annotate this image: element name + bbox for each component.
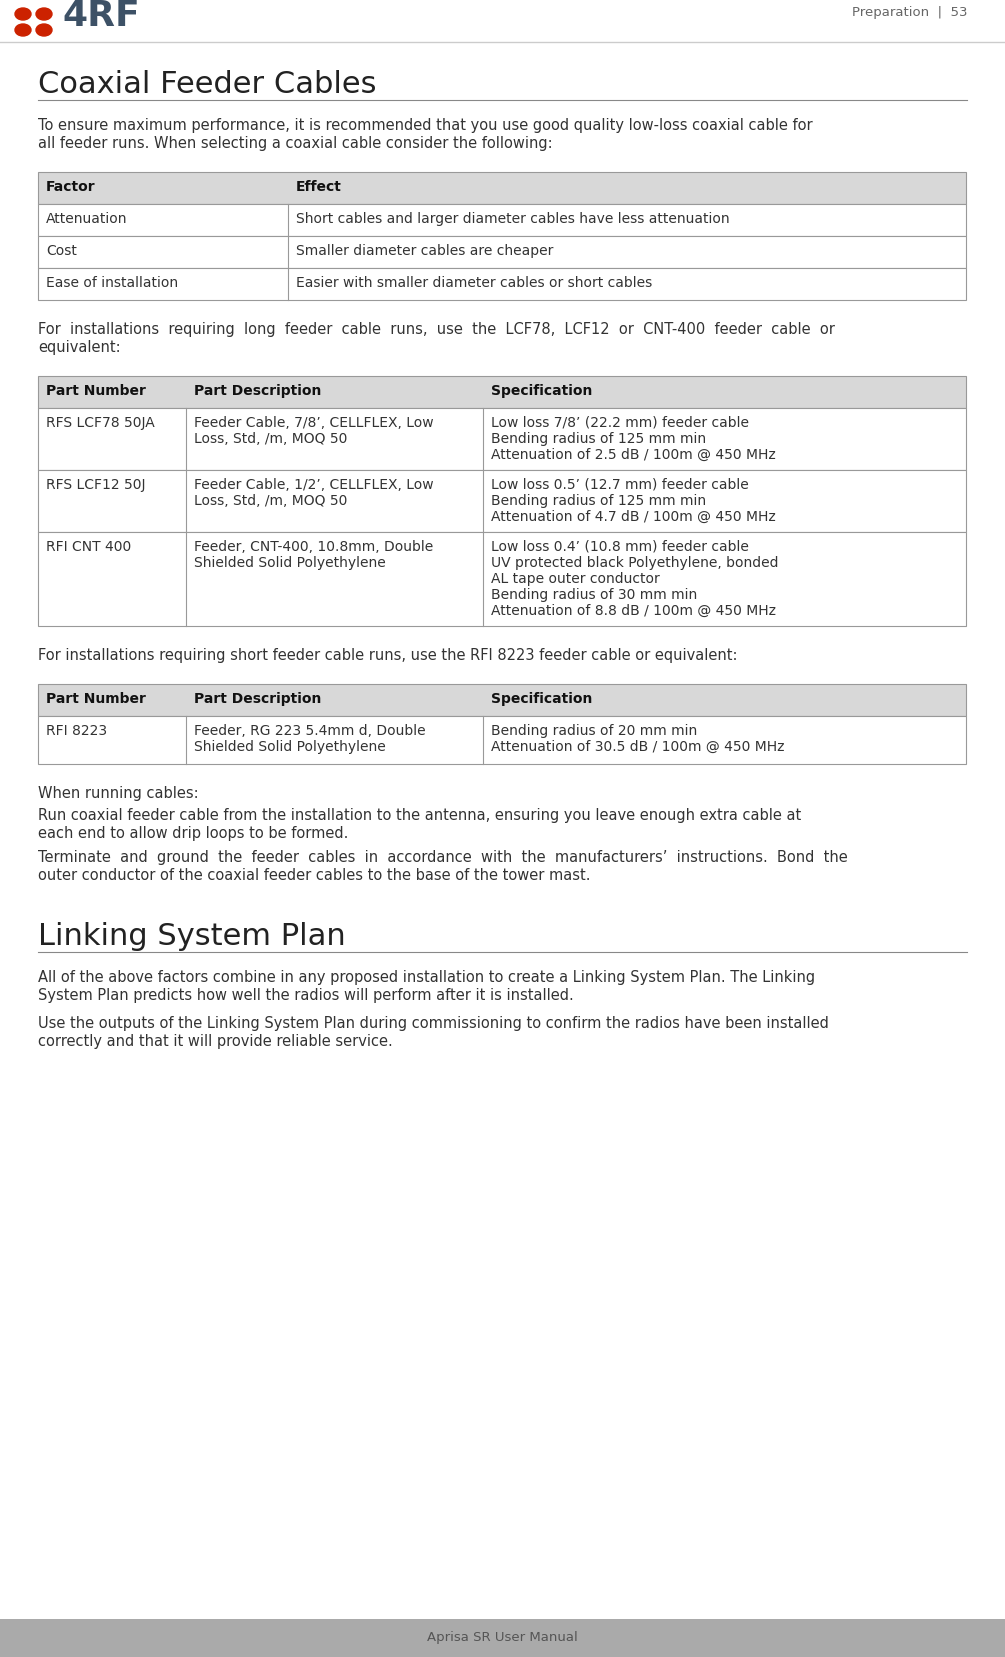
Text: Easier with smaller diameter cables or short cables: Easier with smaller diameter cables or s…: [296, 277, 652, 290]
Text: RFI CNT 400: RFI CNT 400: [46, 540, 132, 553]
Bar: [38, 204, 966, 235]
Text: Feeder Cable, 1/2’, CELLFLEX, Low: Feeder Cable, 1/2’, CELLFLEX, Low: [194, 477, 433, 492]
Text: When running cables:: When running cables:: [38, 785, 199, 800]
Text: Run coaxial feeder cable from the installation to the antenna, ensuring you leav: Run coaxial feeder cable from the instal…: [38, 809, 801, 824]
Bar: [38, 408, 966, 471]
Text: Shielded Solid Polyethylene: Shielded Solid Polyethylene: [194, 741, 386, 754]
Text: Part Number: Part Number: [46, 384, 146, 398]
Text: Use the outputs of the Linking System Plan during commissioning to confirm the r: Use the outputs of the Linking System Pl…: [38, 1016, 829, 1031]
Text: For installations requiring short feeder cable runs, use the RFI 8223 feeder cab: For installations requiring short feeder…: [38, 648, 738, 663]
Text: Short cables and larger diameter cables have less attenuation: Short cables and larger diameter cables …: [296, 212, 730, 225]
Text: Shielded Solid Polyethylene: Shielded Solid Polyethylene: [194, 557, 386, 570]
Text: Ease of installation: Ease of installation: [46, 277, 178, 290]
Bar: [38, 172, 966, 204]
Text: Feeder, RG 223 5.4mm d, Double: Feeder, RG 223 5.4mm d, Double: [194, 724, 426, 737]
Text: Attenuation of 30.5 dB / 100m @ 450 MHz: Attenuation of 30.5 dB / 100m @ 450 MHz: [491, 741, 785, 754]
Text: RFS LCF78 50JA: RFS LCF78 50JA: [46, 416, 155, 431]
Text: RFI 8223: RFI 8223: [46, 724, 108, 737]
Text: All of the above factors combine in any proposed installation to create a Linkin: All of the above factors combine in any …: [38, 969, 815, 984]
Text: For  installations  requiring  long  feeder  cable  runs,  use  the  LCF78,  LCF: For installations requiring long feeder …: [38, 321, 835, 336]
Text: UV protected black Polyethylene, bonded: UV protected black Polyethylene, bonded: [491, 557, 779, 570]
Text: Specification: Specification: [491, 384, 592, 398]
Text: Part Description: Part Description: [194, 384, 322, 398]
Ellipse shape: [15, 23, 31, 36]
Text: Specification: Specification: [491, 693, 592, 706]
Bar: [38, 376, 966, 408]
Bar: [38, 235, 966, 268]
Text: all feeder runs. When selecting a coaxial cable consider the following:: all feeder runs. When selecting a coaxia…: [38, 136, 553, 151]
Bar: [38, 471, 966, 532]
Text: Loss, Std, /m, MOQ 50: Loss, Std, /m, MOQ 50: [194, 432, 348, 446]
Text: Attenuation of 2.5 dB / 100m @ 450 MHz: Attenuation of 2.5 dB / 100m @ 450 MHz: [491, 447, 776, 462]
Text: Attenuation of 8.8 dB / 100m @ 450 MHz: Attenuation of 8.8 dB / 100m @ 450 MHz: [491, 605, 776, 618]
Text: RFS LCF12 50J: RFS LCF12 50J: [46, 477, 146, 492]
Text: System Plan predicts how well the radios will perform after it is installed.: System Plan predicts how well the radios…: [38, 988, 574, 1002]
Ellipse shape: [36, 23, 52, 36]
Text: Bending radius of 30 mm min: Bending radius of 30 mm min: [491, 588, 697, 601]
Text: To ensure maximum performance, it is recommended that you use good quality low-l: To ensure maximum performance, it is rec…: [38, 118, 813, 133]
Text: Feeder, CNT-400, 10.8mm, Double: Feeder, CNT-400, 10.8mm, Double: [194, 540, 433, 553]
Text: Terminate  and  ground  the  feeder  cables  in  accordance  with  the  manufact: Terminate and ground the feeder cables i…: [38, 850, 848, 865]
Text: Part Number: Part Number: [46, 693, 146, 706]
Bar: [0, 1619, 1005, 1657]
Ellipse shape: [36, 8, 52, 20]
Text: Loss, Std, /m, MOQ 50: Loss, Std, /m, MOQ 50: [194, 494, 348, 509]
Text: Factor: Factor: [46, 181, 95, 194]
Text: Low loss 0.5’ (12.7 mm) feeder cable: Low loss 0.5’ (12.7 mm) feeder cable: [491, 477, 749, 492]
Text: AL tape outer conductor: AL tape outer conductor: [491, 572, 659, 587]
Text: equivalent:: equivalent:: [38, 340, 121, 355]
Text: each end to allow drip loops to be formed.: each end to allow drip loops to be forme…: [38, 825, 349, 842]
Text: Smaller diameter cables are cheaper: Smaller diameter cables are cheaper: [296, 244, 554, 258]
Text: Bending radius of 125 mm min: Bending radius of 125 mm min: [491, 432, 707, 446]
Text: Attenuation of 4.7 dB / 100m @ 450 MHz: Attenuation of 4.7 dB / 100m @ 450 MHz: [491, 510, 776, 524]
Text: Bending radius of 20 mm min: Bending radius of 20 mm min: [491, 724, 697, 737]
Text: Low loss 0.4’ (10.8 mm) feeder cable: Low loss 0.4’ (10.8 mm) feeder cable: [491, 540, 749, 553]
Text: Coaxial Feeder Cables: Coaxial Feeder Cables: [38, 70, 377, 99]
Bar: [38, 684, 966, 716]
Text: Preparation  |  53: Preparation | 53: [851, 7, 967, 18]
Text: Feeder Cable, 7/8’, CELLFLEX, Low: Feeder Cable, 7/8’, CELLFLEX, Low: [194, 416, 433, 431]
Text: Bending radius of 125 mm min: Bending radius of 125 mm min: [491, 494, 707, 509]
Bar: [38, 532, 966, 626]
Text: 4RF: 4RF: [62, 0, 140, 33]
Ellipse shape: [15, 8, 31, 20]
Text: Low loss 7/8’ (22.2 mm) feeder cable: Low loss 7/8’ (22.2 mm) feeder cable: [491, 416, 749, 431]
Text: Aprisa SR User Manual: Aprisa SR User Manual: [427, 1632, 578, 1644]
Text: Linking System Plan: Linking System Plan: [38, 921, 346, 951]
Text: Effect: Effect: [296, 181, 342, 194]
Text: outer conductor of the coaxial feeder cables to the base of the tower mast.: outer conductor of the coaxial feeder ca…: [38, 868, 591, 883]
Bar: [38, 716, 966, 764]
Text: Attenuation: Attenuation: [46, 212, 128, 225]
Text: correctly and that it will provide reliable service.: correctly and that it will provide relia…: [38, 1034, 393, 1049]
Text: Part Description: Part Description: [194, 693, 322, 706]
Bar: [38, 268, 966, 300]
Text: Cost: Cost: [46, 244, 76, 258]
